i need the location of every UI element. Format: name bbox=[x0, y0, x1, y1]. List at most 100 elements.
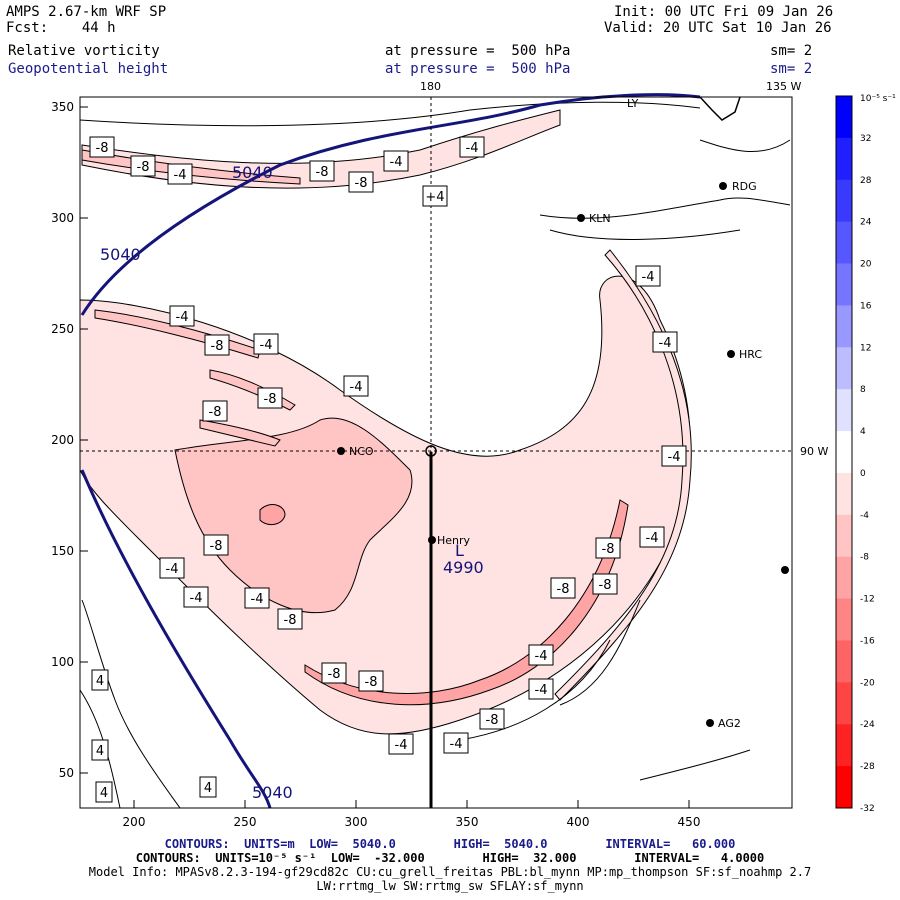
lon-label-135w: 135 W bbox=[766, 80, 801, 93]
colorbar-label: 20 bbox=[860, 260, 872, 270]
stations bbox=[337, 182, 789, 727]
svg-text:-4: -4 bbox=[260, 338, 273, 353]
svg-text:-4: -4 bbox=[176, 310, 189, 325]
station-label-ag2: AG2 bbox=[718, 717, 741, 730]
x-tick-label: 300 bbox=[345, 815, 368, 829]
vorticity-region-minus8 bbox=[174, 417, 413, 614]
vorticity-contour-label: -8 bbox=[257, 387, 283, 409]
y-tick-label: 50 bbox=[59, 766, 74, 780]
coastline bbox=[699, 96, 741, 121]
svg-text:-8: -8 bbox=[209, 405, 222, 420]
svg-text:4: 4 bbox=[96, 674, 104, 689]
colorbar-swatch bbox=[836, 682, 852, 725]
vorticity-contour-label: -8 bbox=[550, 577, 576, 599]
height-label: 5040 bbox=[232, 163, 273, 182]
vorticity-contour-label: -4 bbox=[383, 150, 409, 172]
y-tick-label: 350 bbox=[51, 100, 74, 114]
svg-text:+4: +4 bbox=[425, 190, 444, 205]
svg-text:-8: -8 bbox=[557, 582, 570, 597]
vorticity-contour-label: -4 bbox=[183, 586, 209, 608]
svg-text:-4: -4 bbox=[251, 592, 264, 607]
x-tick-label: 400 bbox=[567, 815, 590, 829]
colorbar-swatch bbox=[836, 263, 852, 306]
vorticity-contour-label: -4 bbox=[169, 305, 195, 327]
colorbar-label: -12 bbox=[860, 595, 875, 605]
y-tick-label: 200 bbox=[51, 433, 74, 447]
footer-model-info: Model Info: MPASv8.2.3-194-gf29cd82c CU:… bbox=[88, 865, 812, 879]
field2-name: Geopotential height bbox=[8, 61, 169, 77]
colorbar-label: 0 bbox=[860, 469, 866, 479]
svg-text:-8: -8 bbox=[96, 141, 109, 156]
vorticity-contour-label: -8 bbox=[309, 160, 335, 182]
svg-text:-4: -4 bbox=[174, 168, 187, 183]
colorbar-swatch bbox=[836, 766, 852, 809]
vorticity-contour-label: -8 bbox=[592, 573, 618, 595]
station-label-henry: Henry bbox=[437, 534, 471, 547]
svg-text:-8: -8 bbox=[210, 539, 223, 554]
low-symbol: L bbox=[455, 541, 464, 560]
colorbar-label: 28 bbox=[860, 176, 872, 186]
y-axis-ticks bbox=[80, 106, 690, 808]
x-tick-label: 200 bbox=[123, 815, 146, 829]
svg-text:4: 4 bbox=[100, 786, 108, 801]
colorbar-swatch bbox=[836, 640, 852, 683]
svg-text:-4: -4 bbox=[395, 738, 408, 753]
lon-label-180: 180 bbox=[420, 80, 441, 93]
svg-text:-8: -8 bbox=[328, 667, 341, 682]
svg-text:-8: -8 bbox=[365, 675, 378, 690]
colorbar: 32 28 24 20 16 12 8 4 0 -4 -8 -12 -16 -20 -24 -28 -32 bbox=[835, 95, 875, 814]
colorbar-swatch bbox=[836, 389, 852, 432]
svg-text:-4: -4 bbox=[350, 380, 363, 395]
station-dot bbox=[719, 182, 727, 190]
svg-text:-4: -4 bbox=[642, 270, 655, 285]
vorticity-contour-label: -4 bbox=[388, 733, 414, 755]
vorticity-contour-label: -4 bbox=[635, 265, 661, 287]
x-tick-label: 250 bbox=[234, 815, 257, 829]
colorbar-label: 16 bbox=[860, 301, 872, 311]
init-time: Init: 00 UTC Fri 09 Jan 26 bbox=[614, 4, 834, 20]
lon-label-90w: 90 W bbox=[800, 445, 828, 458]
vorticity-contour-label: -8 bbox=[348, 171, 374, 193]
station-dot bbox=[428, 536, 436, 544]
vorticity-contour-label: -8 bbox=[321, 662, 347, 684]
vorticity-contour-label: -8 bbox=[479, 708, 505, 730]
vorticity-contour-label: -4 bbox=[652, 331, 678, 353]
colorbar-swatch bbox=[836, 556, 852, 600]
vorticity-contour-label: -4 bbox=[661, 445, 687, 467]
vorticity-contour-label: -4 bbox=[167, 163, 193, 185]
station-dot bbox=[706, 719, 714, 727]
colorbar-swatch bbox=[836, 179, 852, 223]
svg-text:-4: -4 bbox=[450, 737, 463, 752]
svg-text:-8: -8 bbox=[355, 176, 368, 191]
field1-smoothing: sm= 2 bbox=[770, 43, 813, 59]
vorticity-contour-label: -8 bbox=[130, 155, 156, 177]
svg-text:-4: -4 bbox=[190, 591, 203, 606]
svg-text:-4: -4 bbox=[668, 450, 681, 465]
colorbar-label: 4 bbox=[860, 427, 866, 437]
svg-text:-4: -4 bbox=[646, 531, 659, 546]
colorbar-swatch bbox=[836, 724, 852, 767]
svg-text:-8: -8 bbox=[264, 392, 277, 407]
station-label-rdg: RDG bbox=[732, 180, 757, 193]
colorbar-label: 8 bbox=[860, 385, 866, 395]
svg-text:-8: -8 bbox=[602, 542, 615, 557]
colorbar-label: -20 bbox=[860, 678, 875, 688]
svg-text:-8: -8 bbox=[284, 613, 297, 628]
station-label-nco: NCO bbox=[349, 445, 374, 458]
svg-text:-8: -8 bbox=[211, 339, 224, 354]
svg-text:-4: -4 bbox=[535, 683, 548, 698]
station-dot bbox=[781, 566, 789, 574]
svg-text:4: 4 bbox=[204, 781, 212, 796]
vorticity-contour-label: 4 bbox=[91, 739, 109, 761]
colorbar-swatch bbox=[836, 431, 852, 474]
vorticity-contour-label: 4 bbox=[95, 781, 113, 803]
colorbar-swatch bbox=[836, 347, 852, 390]
footer-physics: LW:rrtmg_lw SW:rrtmg_sw SFLAY:sf_mynn bbox=[316, 879, 584, 893]
colorbar-swatch bbox=[836, 221, 852, 265]
y-tick-label: 300 bbox=[51, 211, 74, 225]
vorticity-contour-label: -4 bbox=[253, 333, 279, 355]
field1-name: Relative vorticity bbox=[8, 43, 160, 59]
forecast-hour: Fcst: 44 h bbox=[6, 20, 116, 36]
colorbar-label: -24 bbox=[860, 720, 875, 730]
